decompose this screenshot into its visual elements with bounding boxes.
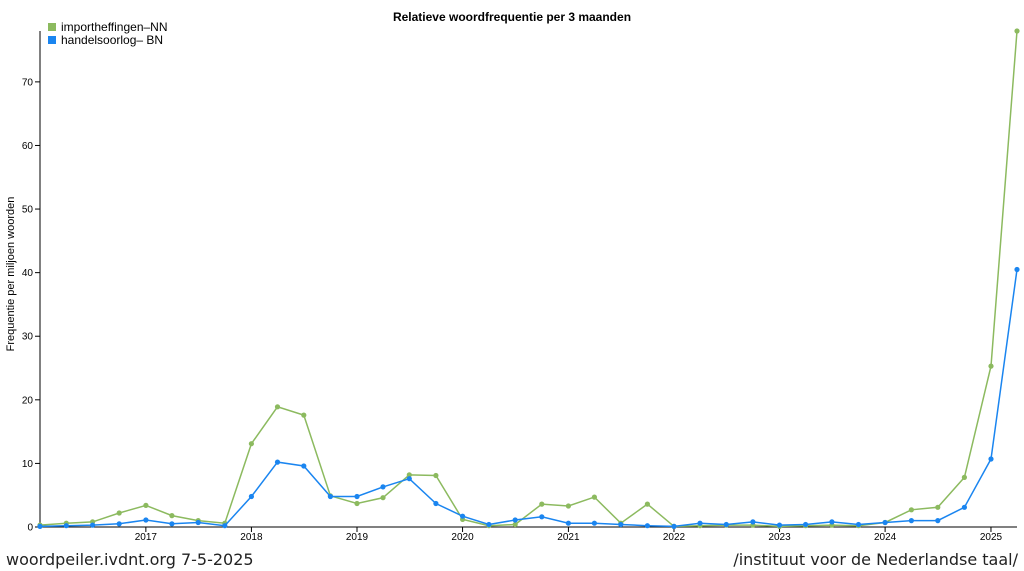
y-tick-label: 0 xyxy=(27,523,33,534)
data-point xyxy=(935,504,941,510)
x-tick-label: 2024 xyxy=(874,532,897,543)
data-point xyxy=(1014,266,1020,273)
data-point xyxy=(274,404,281,410)
data-point xyxy=(961,474,968,480)
data-point xyxy=(406,472,412,478)
y-tick-label: 10 xyxy=(22,459,34,470)
data-point xyxy=(988,363,994,369)
data-point xyxy=(512,517,518,523)
y-tick-label: 40 xyxy=(22,268,34,279)
data-point xyxy=(750,519,756,525)
data-point xyxy=(143,517,149,523)
data-point xyxy=(565,520,572,526)
data-point xyxy=(591,520,598,526)
data-point xyxy=(908,518,915,524)
data-point xyxy=(776,522,783,528)
data-point xyxy=(433,472,439,479)
data-point xyxy=(644,523,651,529)
data-point xyxy=(37,523,43,530)
data-point xyxy=(697,520,703,526)
data-point xyxy=(460,513,466,519)
legend-swatch-2 xyxy=(48,36,56,44)
series-line-1 xyxy=(39,30,1018,528)
data-point xyxy=(644,501,651,507)
x-tick-label: 2021 xyxy=(557,532,580,543)
data-point xyxy=(90,522,96,528)
x-tick-label: 2025 xyxy=(980,532,1003,543)
data-point xyxy=(1014,28,1020,34)
x-tick-label: 2020 xyxy=(451,532,474,543)
legend-swatch-1 xyxy=(48,23,56,31)
data-point xyxy=(354,493,360,500)
y-axis-label: Frequentie per miljoen woorden xyxy=(5,197,17,352)
data-point xyxy=(169,521,175,527)
data-point xyxy=(829,519,835,525)
series-line-2 xyxy=(39,269,1018,528)
y-tick-label: 70 xyxy=(22,77,34,88)
data-point xyxy=(539,514,545,520)
data-point xyxy=(961,504,968,510)
legend-label-2: handelsoorlog– BN xyxy=(61,33,163,47)
y-tick-label: 50 xyxy=(22,205,34,216)
y-tick-label: 60 xyxy=(22,141,34,152)
data-point xyxy=(116,521,122,527)
data-point xyxy=(486,521,492,528)
data-point xyxy=(539,501,545,507)
x-tick-label: 2017 xyxy=(135,532,158,543)
data-point xyxy=(380,495,386,501)
data-point xyxy=(433,500,439,507)
data-point xyxy=(222,523,228,529)
data-point xyxy=(406,476,412,482)
y-tick-label: 20 xyxy=(22,395,34,406)
data-point xyxy=(195,519,201,526)
legend-label-1: importheffingen–NN xyxy=(61,20,168,34)
data-point xyxy=(723,521,729,528)
data-point xyxy=(143,502,149,508)
data-point xyxy=(988,456,994,462)
x-tick-label: 2023 xyxy=(768,532,791,543)
footer-institute: /instituut voor de Nederlandse taal/ xyxy=(733,550,1018,569)
data-point xyxy=(301,463,307,469)
footer-source: woordpeiler.ivdnt.org 7-5-2025 xyxy=(6,550,254,569)
data-point xyxy=(855,521,862,528)
data-point xyxy=(671,523,677,530)
data-point xyxy=(935,518,941,524)
data-point xyxy=(618,521,624,528)
data-point xyxy=(565,503,572,509)
data-point xyxy=(512,521,518,528)
x-tick-label: 2018 xyxy=(240,532,263,543)
data-point xyxy=(248,493,254,500)
x-tick-label: 2019 xyxy=(346,532,369,543)
y-tick-label: 30 xyxy=(22,332,34,343)
plot-area xyxy=(37,28,1020,530)
data-point xyxy=(354,500,360,507)
data-point xyxy=(882,519,888,526)
data-point xyxy=(380,484,386,490)
data-point xyxy=(248,441,254,447)
data-point xyxy=(63,523,69,529)
chart-title: Relatieve woordfrequentie per 3 maanden xyxy=(393,10,631,24)
data-point xyxy=(301,412,307,418)
axes: 0 10 20 30 40 50 60 70 2017 2018 2019 2020 2021 2022 2… xyxy=(22,31,1017,543)
data-point xyxy=(116,510,122,516)
data-point xyxy=(274,459,281,465)
data-point xyxy=(327,493,333,500)
data-point xyxy=(591,494,598,500)
x-tick-label: 2022 xyxy=(663,532,686,543)
data-point xyxy=(803,521,809,528)
data-point xyxy=(908,507,915,513)
data-point xyxy=(169,513,175,519)
